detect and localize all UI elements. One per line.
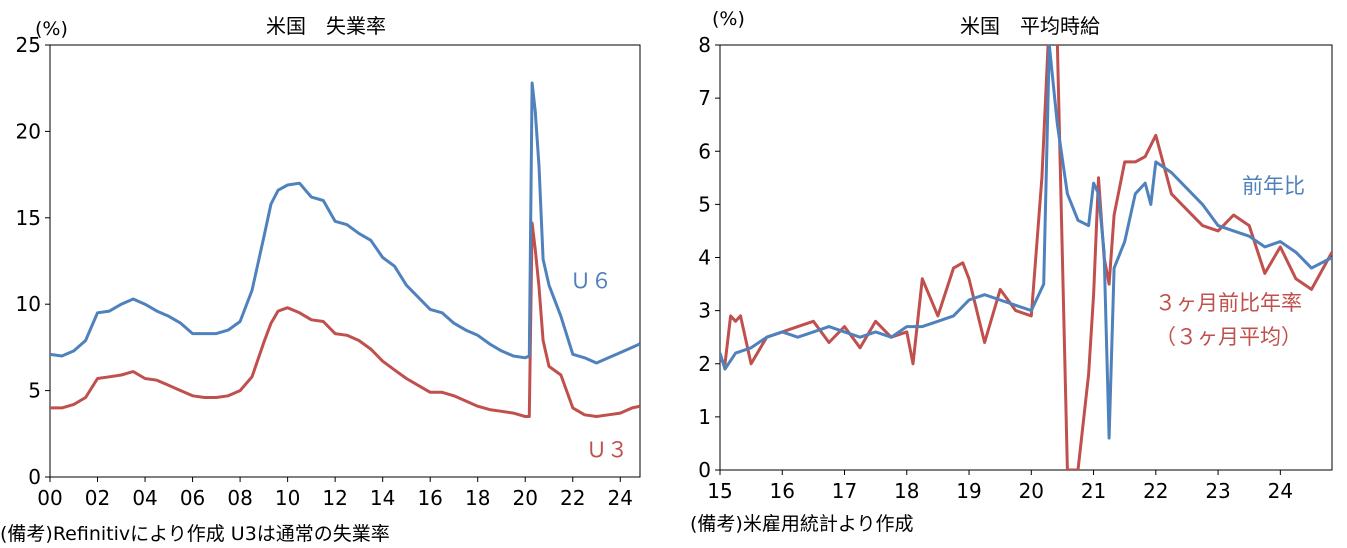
y-tick-label: 0	[698, 458, 711, 482]
x-tick-label: 02	[85, 486, 110, 510]
unemployment-plot-frame	[49, 44, 641, 478]
hourly-earnings-y-unit: (%)	[712, 8, 745, 30]
series-line-0	[720, 45, 1332, 440]
unemployment-y-axis: 0 5 10 15 20 25	[16, 33, 50, 489]
x-tick-label: 20	[513, 486, 538, 510]
x-tick-label: 14	[370, 486, 395, 510]
x-tick-label: 22	[1143, 479, 1168, 503]
y-tick-label: 5	[28, 379, 41, 403]
y-tick-label: 0	[28, 465, 41, 489]
hourly-earnings-series-group	[720, 45, 1332, 470]
hourly-earnings-y-axis: 0 1 2 3 4 5 6 7 8	[698, 33, 720, 482]
x-tick-label: 24	[608, 486, 633, 510]
unemployment-chart: 米国 失業率 (%) 0 5 10 15 20 25 00 02 04 06 08 10 12 14 16…	[0, 14, 641, 545]
hourly-earnings-plot-frame	[719, 44, 1333, 471]
x-tick-label: 21	[1081, 479, 1106, 503]
series-line-0	[50, 81, 640, 365]
u6-series-label: Ｕ６	[570, 269, 612, 293]
hourly-earnings-source-note: (備考)米雇用統計より作成	[690, 513, 913, 535]
yoy-series-label: 前年比	[1242, 174, 1305, 198]
series-line-1	[720, 45, 1332, 470]
three-month-series-label-line2: （３ヶ月平均）	[1155, 325, 1302, 349]
x-tick-label: 10	[275, 486, 300, 510]
unemployment-source-note: (備考)Refinitivにより作成 U3は通常の失業率	[0, 523, 390, 545]
x-tick-label: 06	[180, 486, 205, 510]
x-tick-label: 16	[417, 486, 442, 510]
y-tick-label: 20	[16, 119, 41, 143]
y-tick-label: 7	[698, 86, 711, 110]
y-tick-label: 8	[698, 33, 711, 57]
unemployment-series-group	[50, 81, 640, 418]
y-tick-label: 10	[16, 292, 41, 316]
x-tick-label: 08	[227, 486, 252, 510]
u3-series-label: Ｕ３	[586, 438, 628, 462]
x-tick-label: 24	[1268, 479, 1293, 503]
x-tick-label: 20	[1019, 479, 1044, 503]
y-tick-label: 5	[698, 192, 711, 216]
x-tick-label: 00	[37, 486, 62, 510]
hourly-earnings-x-axis: 15 16 17 18 19 20 21 22 23 24	[707, 470, 1293, 503]
series-line-1	[50, 221, 640, 418]
y-tick-label: 2	[698, 352, 711, 376]
y-tick-label: 3	[698, 299, 711, 323]
y-tick-label: 4	[698, 246, 711, 270]
y-tick-label: 6	[698, 139, 711, 163]
x-tick-label: 23	[1205, 479, 1230, 503]
y-tick-label: 1	[698, 405, 711, 429]
y-tick-label: 15	[16, 206, 41, 230]
x-tick-label: 16	[770, 479, 795, 503]
unemployment-chart-title: 米国 失業率	[266, 14, 386, 38]
x-tick-label: 04	[132, 486, 157, 510]
x-tick-label: 17	[832, 479, 857, 503]
hourly-earnings-chart-title: 米国 平均時給	[960, 14, 1100, 38]
three-month-series-label-line1: ３ヶ月前比年率	[1155, 291, 1302, 315]
x-tick-label: 22	[560, 486, 585, 510]
x-tick-label: 19	[956, 479, 981, 503]
unemployment-y-unit: (%)	[35, 18, 68, 40]
unemployment-x-axis: 00 02 04 06 08 10 12 14 16 18 20 22 24	[37, 477, 633, 510]
y-tick-label: 25	[16, 33, 41, 57]
x-tick-label: 18	[894, 479, 919, 503]
x-tick-label: 15	[707, 479, 732, 503]
x-tick-label: 18	[465, 486, 490, 510]
x-tick-label: 12	[322, 486, 347, 510]
